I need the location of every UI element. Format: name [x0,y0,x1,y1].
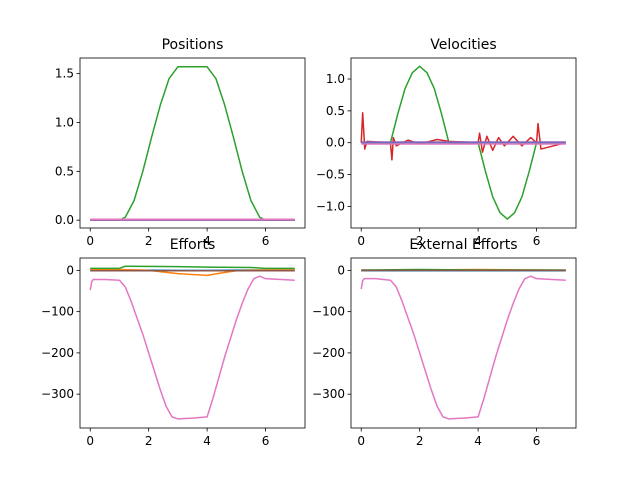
y-tick-label: 0.5 [326,104,345,118]
y-tick-label: 0.0 [326,136,345,150]
axes-frame [79,57,306,229]
subplot-title: Positions [162,37,224,53]
y-tick-label: 1.0 [326,72,345,86]
y-tick-label: −100 [312,305,345,319]
x-tick-label: 0 [357,234,365,248]
plot-area [80,58,305,228]
y-tick-label: −300 [312,387,345,401]
series-line-3 [90,265,295,270]
y-tick-label: 0.5 [55,164,74,178]
subplot-title: Velocities [430,37,496,53]
x-tick-label: 6 [533,234,541,248]
subplot-title: External Efforts [409,237,517,253]
y-tick-label: −1.0 [316,199,345,213]
y-tick-label: −100 [41,305,74,319]
x-tick-label: 2 [145,434,153,448]
subplot-title: Efforts [170,237,216,253]
axes-frame [350,257,577,429]
x-tick-label: 0 [86,434,94,448]
series-line-2 [360,112,566,161]
x-tick-label: 6 [262,434,270,448]
x-tick-label: 4 [203,234,211,248]
subplot-efforts: 0 2 4 6 0 −100 −200 −300 Efforts [41,237,306,448]
subplot-positions: 0 2 4 6 0.0 0.5 1.0 1.5 Positions [55,37,306,248]
series-line-5 [89,275,295,420]
subplot-velocities: 0 2 4 6 1.0 0.5 0.0 −0.5 −1.0 Velocities [316,37,577,248]
x-tick-label: 4 [474,434,482,448]
x-tick-label: 2 [416,434,424,448]
y-tick-label: −0.5 [316,168,345,182]
y-tick-label: 1.0 [55,115,74,129]
axes-frame [79,257,306,429]
subplot-external-efforts: 0 2 4 6 0 −100 −200 −300 External Efforts [312,237,577,448]
y-tick-label: −200 [312,346,345,360]
y-tick-label: −200 [41,346,74,360]
x-tick-label: 2 [416,234,424,248]
y-tick-label: 1.5 [55,67,74,81]
series-line-5 [360,275,566,420]
y-tick-label: 0.0 [55,213,74,227]
x-tick-label: 4 [203,434,211,448]
x-tick-label: 6 [533,434,541,448]
series-line-1 [90,66,295,221]
x-tick-label: 4 [474,234,482,248]
y-tick-label: 0 [66,263,74,277]
y-tick-label: 0 [337,263,345,277]
x-tick-label: 0 [357,434,365,448]
x-tick-label: 6 [262,234,270,248]
x-tick-label: 2 [145,234,153,248]
plot-area [351,258,576,428]
y-tick-label: −300 [41,387,74,401]
x-tick-label: 0 [86,234,94,248]
plot-area [80,258,305,428]
